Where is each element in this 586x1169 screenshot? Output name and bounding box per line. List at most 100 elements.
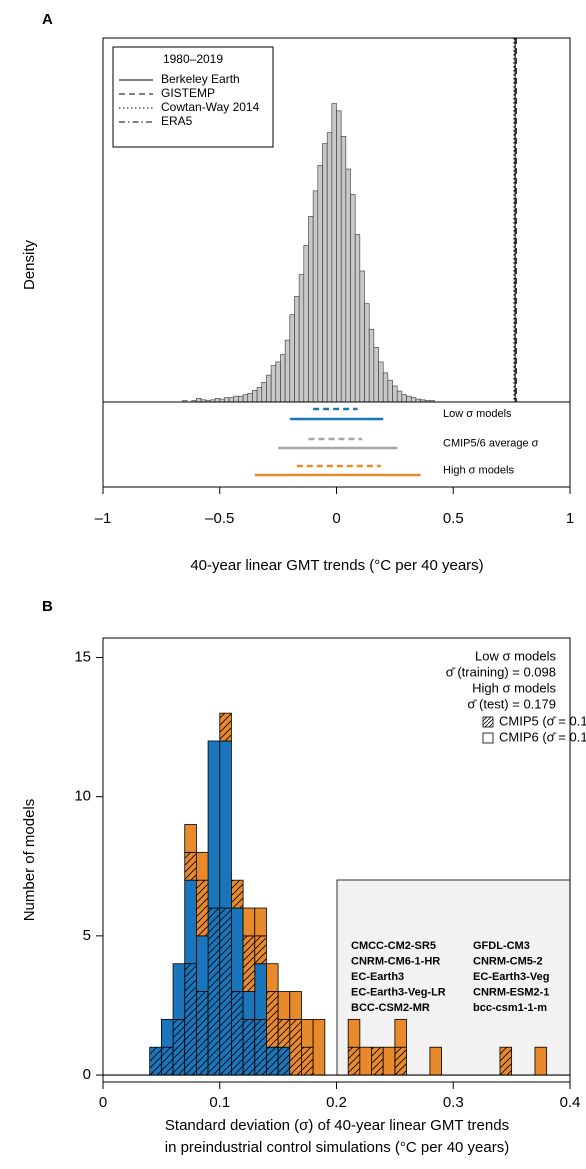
bar bbox=[196, 398, 202, 403]
bar-segment bbox=[277, 991, 291, 1020]
bar-segment bbox=[172, 1018, 186, 1076]
y-axis-label: Density bbox=[21, 239, 38, 290]
bar-segment bbox=[184, 879, 197, 965]
x-tick-label: 0 bbox=[99, 1094, 107, 1111]
bar-segment bbox=[312, 1018, 326, 1076]
legend-label: GISTEMP bbox=[161, 86, 215, 100]
legend-swatch bbox=[482, 716, 494, 728]
x-tick-label: 0.1 bbox=[209, 1094, 230, 1111]
bar bbox=[214, 398, 221, 403]
bar-segment bbox=[534, 1046, 548, 1076]
bar-segment bbox=[254, 935, 267, 965]
x-tick-label: 0.5 bbox=[443, 510, 464, 527]
bar-segment bbox=[242, 991, 256, 1020]
bar-segment bbox=[231, 879, 244, 909]
bar-segment bbox=[207, 907, 221, 1076]
model-name: EC-Earth3 bbox=[351, 971, 404, 983]
model-name: CMCC-CM2-SR5 bbox=[351, 940, 436, 952]
bar-segment bbox=[254, 907, 267, 937]
bar bbox=[326, 132, 333, 403]
bar-segment bbox=[254, 963, 267, 1020]
bar-segment bbox=[289, 1018, 302, 1076]
bar-segment bbox=[347, 1046, 361, 1076]
bar bbox=[242, 394, 249, 403]
bar-segment bbox=[160, 1018, 174, 1048]
bar-segment bbox=[219, 712, 232, 742]
bar bbox=[396, 390, 403, 403]
panel-label: A bbox=[42, 11, 53, 28]
bar bbox=[368, 328, 375, 403]
bar-segment bbox=[394, 1046, 407, 1076]
bar bbox=[317, 165, 323, 403]
bar-segment bbox=[184, 851, 197, 881]
legend-label: CMIP5 (σ̄ = 0.109) bbox=[499, 713, 586, 728]
bar-segment bbox=[184, 824, 197, 853]
bar bbox=[261, 382, 267, 403]
bar bbox=[308, 216, 314, 403]
bar bbox=[289, 314, 295, 403]
bar bbox=[406, 395, 412, 403]
bar bbox=[387, 379, 393, 403]
bar bbox=[224, 397, 230, 403]
bar-segment bbox=[231, 991, 244, 1076]
legend-swatch bbox=[482, 732, 494, 744]
bar-segment bbox=[207, 740, 221, 909]
x-axis-label: in preindustrial control simulations (°C… bbox=[165, 1139, 509, 1156]
model-name: CNRM-CM5-2 bbox=[473, 955, 543, 967]
bar-segment bbox=[219, 907, 232, 1076]
bar-segment bbox=[172, 963, 186, 1020]
model-name: EC-Earth3-Veg bbox=[473, 971, 549, 983]
bar-segment bbox=[195, 851, 209, 881]
model-name: GFDL-CM3 bbox=[473, 940, 530, 952]
bar bbox=[364, 303, 370, 403]
bar bbox=[378, 361, 384, 403]
bar bbox=[266, 374, 272, 403]
bar bbox=[382, 372, 389, 403]
highlight-box bbox=[336, 879, 571, 1076]
bar bbox=[270, 365, 277, 403]
legend-label: Cowtan-Way 2014 bbox=[161, 100, 260, 114]
x-tick-label: 0.3 bbox=[443, 1094, 464, 1111]
x-axis-label: 40-year linear GMT trends (°C per 40 yea… bbox=[190, 557, 483, 574]
model-name: CNRM-CM6-1-HR bbox=[351, 955, 440, 967]
legend-label: ERA5 bbox=[161, 114, 193, 128]
bar-segment bbox=[394, 1018, 407, 1048]
legend-label: Berkeley Earth bbox=[161, 72, 240, 86]
bar-segment bbox=[301, 1046, 314, 1076]
bar bbox=[312, 190, 319, 403]
bar bbox=[256, 387, 263, 403]
x-tick-label: 0 bbox=[332, 510, 340, 527]
y-tick-label: 10 bbox=[74, 788, 91, 805]
bar-segment bbox=[242, 935, 256, 992]
x-tick-label: –0.5 bbox=[205, 510, 234, 527]
legend-box bbox=[112, 46, 274, 148]
bar-segment bbox=[301, 1018, 314, 1048]
bar bbox=[336, 110, 342, 403]
bar bbox=[401, 394, 407, 403]
bar-segment bbox=[195, 991, 209, 1076]
bar bbox=[359, 270, 365, 403]
bar bbox=[392, 385, 398, 403]
bar-segment bbox=[429, 1046, 442, 1076]
x-tick-label: 1 bbox=[566, 510, 574, 527]
bar-segment bbox=[359, 1046, 372, 1076]
bar bbox=[331, 103, 337, 403]
bar-segment bbox=[195, 879, 209, 937]
bar-segment bbox=[149, 1046, 162, 1076]
bar bbox=[298, 274, 305, 403]
bar bbox=[275, 361, 281, 403]
y-tick-label: 0 bbox=[83, 1066, 91, 1083]
bar bbox=[294, 296, 300, 403]
bar-segment bbox=[184, 963, 197, 1076]
bar bbox=[345, 168, 351, 403]
model-name: EC-Earth3-Veg-LR bbox=[351, 986, 446, 998]
bar bbox=[280, 354, 286, 403]
bar-segment bbox=[277, 1018, 291, 1048]
bar bbox=[350, 194, 356, 403]
bar-segment bbox=[242, 907, 256, 937]
bar-segment bbox=[266, 963, 279, 992]
bar-segment bbox=[382, 1046, 396, 1076]
bar bbox=[340, 135, 347, 403]
bar-segment bbox=[266, 991, 279, 1048]
